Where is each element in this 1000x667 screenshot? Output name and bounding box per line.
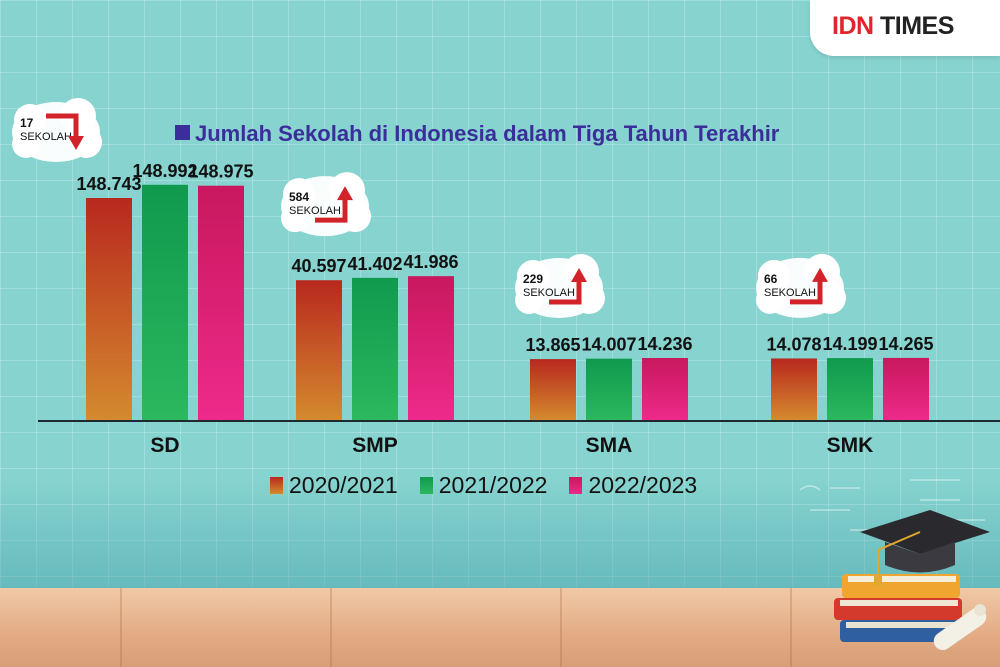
category-label-sd: SD (150, 434, 179, 457)
data-label-sma-0: 13.865 (525, 335, 580, 355)
change-number-sma: 229 (523, 272, 543, 286)
data-label-sd-0: 148.743 (76, 174, 141, 194)
legend-swatch-2022 (569, 477, 583, 494)
graduation-cap-icon (860, 510, 990, 586)
bar-sd-2021-2022 (142, 184, 188, 420)
arrow-up-icon (790, 279, 823, 305)
chart-title-text: Jumlah Sekolah di Indonesia dalam Tiga T… (195, 121, 780, 146)
data-label-smp-0: 40.597 (291, 256, 346, 276)
data-label-smk-0: 14.078 (766, 334, 821, 354)
change-unit-smp: SEKOLAH (289, 205, 341, 217)
data-label-sma-1: 14.007 (581, 335, 636, 355)
category-label-sma: SMA (586, 434, 633, 457)
change-number-smp: 584 (289, 190, 309, 204)
bar-sma-2021-2022 (586, 358, 632, 420)
bar-smk-2020-2021 (771, 358, 817, 420)
legend-label-2020: 2020/2021 (289, 472, 398, 498)
data-label-sd-1: 148.992 (132, 161, 197, 181)
bar-sd-2020-2021 (86, 198, 132, 420)
legend-label-2022: 2022/2023 (588, 472, 698, 498)
legend-item-2020: 2020/2021 (270, 472, 398, 499)
category-label-smk: SMK (827, 434, 874, 457)
data-label-smp-1: 41.402 (347, 254, 402, 274)
bar-smk-2022-2023 (883, 357, 929, 420)
category-label-smp: SMP (352, 434, 398, 457)
chalk-doodles-icon (799, 479, 985, 531)
background-fade (0, 480, 1000, 600)
logo-brand-red: IDN (832, 12, 874, 40)
bar-smp-2021-2022 (352, 277, 398, 420)
change-unit-sd: SEKOLAH (20, 131, 72, 143)
wooden-floor (0, 588, 1000, 667)
data-label-smp-2: 41.986 (403, 252, 458, 272)
legend-item-2021: 2021/2022 (419, 472, 548, 499)
change-unit-smk: SEKOLAH (764, 287, 816, 299)
diploma-icon (933, 604, 987, 651)
bar-smp-2020-2021 (296, 280, 342, 420)
arrow-up-icon (549, 280, 582, 305)
arrow-up-icon (315, 198, 348, 223)
chart-title: Jumlah Sekolah di Indonesia dalam Tiga T… (175, 121, 779, 147)
bar-sma-2020-2021 (530, 359, 576, 420)
legend-swatch-2020 (270, 477, 283, 494)
bar-sd-2022-2023 (198, 185, 244, 420)
graduation-books-illustration (799, 479, 990, 651)
legend: 2020/2021 2021/2022 2022/2023 (270, 472, 697, 499)
bar-smp-2022-2023 (408, 276, 454, 420)
data-label-smk-2: 14.265 (878, 334, 933, 354)
data-label-sd-2: 148.975 (188, 162, 253, 182)
data-label-sma-2: 14.236 (637, 334, 692, 354)
change-unit-sma: SEKOLAH (523, 287, 575, 299)
change-number-smk: 66 (764, 272, 778, 286)
logo-brand-dark: TIMES (880, 12, 954, 40)
legend-swatch-2021 (419, 477, 433, 494)
arrow-down-icon (46, 113, 79, 138)
change-number-sd: 17 (20, 116, 34, 130)
bar-sma-2022-2023 (642, 358, 688, 420)
idn-times-logo: IDN TIMES (810, 0, 1000, 56)
legend-label-2021: 2021/2022 (438, 472, 548, 498)
books-icon (834, 574, 962, 642)
legend-item-2022: 2022/2023 (569, 472, 697, 499)
bar-smk-2021-2022 (827, 358, 873, 420)
title-square-icon (175, 125, 190, 140)
data-label-smk-1: 14.199 (822, 334, 877, 354)
